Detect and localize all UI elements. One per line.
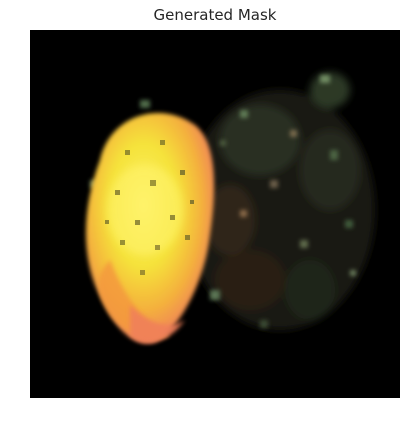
rose-flower [85,112,215,344]
foliage-specks [90,75,356,328]
petal-texture [105,140,194,275]
rose-image [85,72,375,344]
generated-mask-image [30,30,400,398]
figure-title: Generated Mask [153,6,277,24]
background-foliage [185,72,375,330]
